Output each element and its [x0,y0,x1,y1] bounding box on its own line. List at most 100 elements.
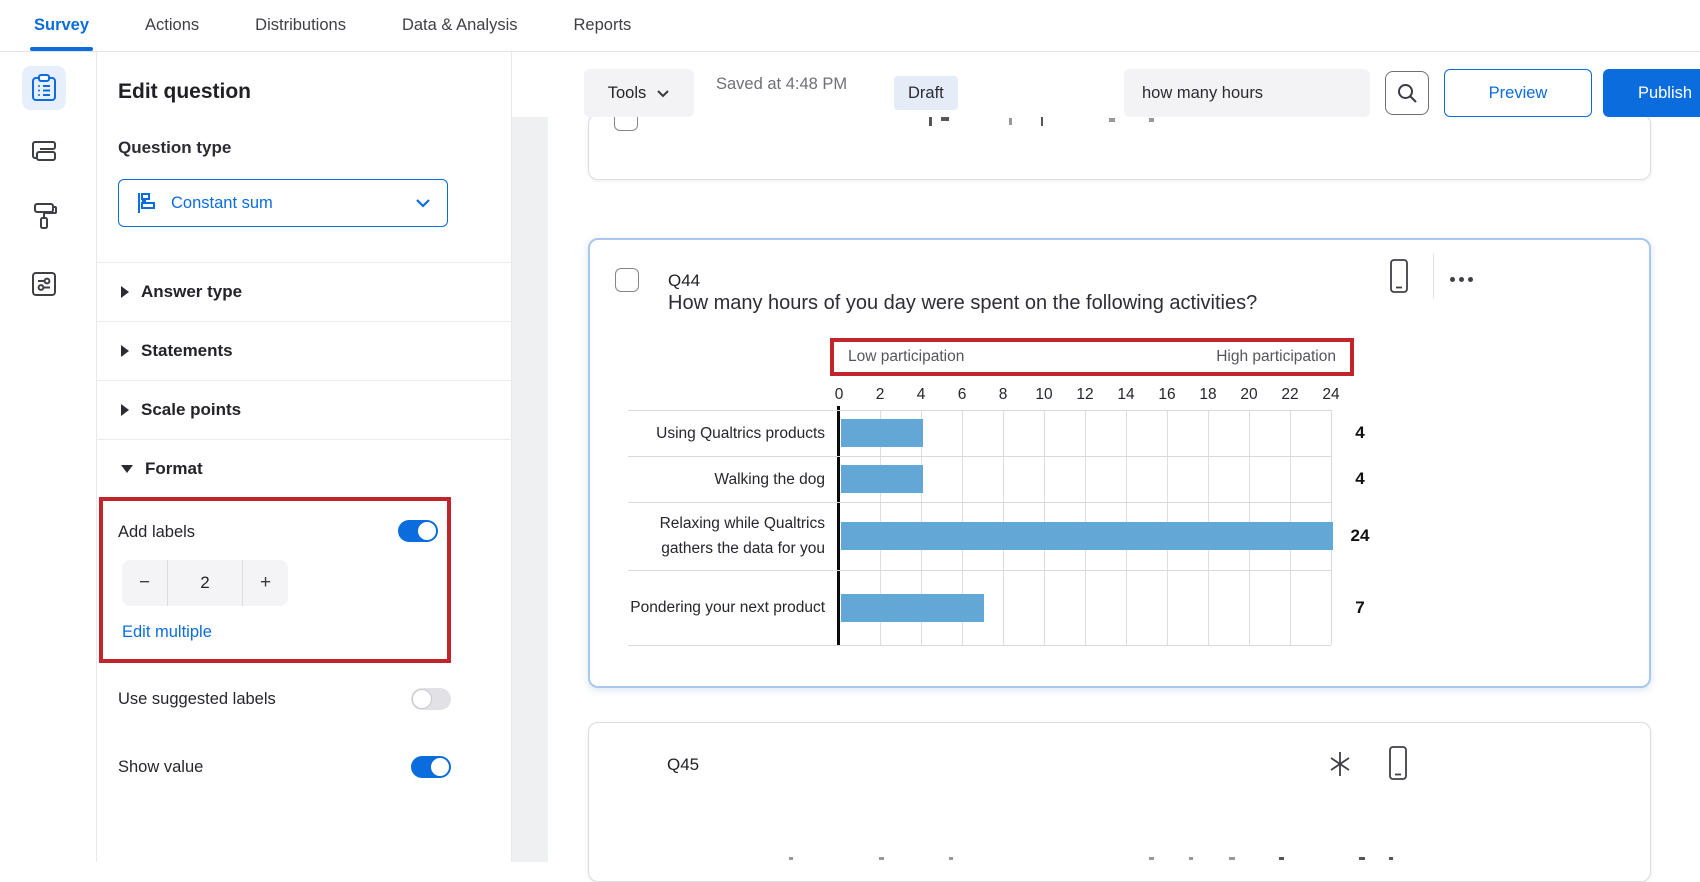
header-divider [1433,254,1434,298]
x-axis-tick: 20 [1232,386,1266,404]
stepper-decrease-button[interactable]: − [122,560,167,606]
chevron-collapsed-icon [121,286,129,298]
chevron-expanded-icon [121,465,133,473]
question-card-partial[interactable] [588,114,1651,180]
annotation-box-format: Add labels − 2 + Edit multiple [99,497,451,663]
x-axis-tick: 2 [863,386,897,404]
edit-multiple-link[interactable]: Edit multiple [122,623,212,642]
rail-survey-flow-button[interactable] [22,130,66,174]
top-nav: Survey Actions Distributions Data & Analysi… [0,0,1700,52]
section-statements[interactable]: Statements [97,321,511,380]
chart-row-label: Pondering your next product [628,570,825,645]
use-suggested-labels-label: Use suggested labels [118,690,276,709]
q44-title: How many hours of you day were spent on … [668,292,1257,315]
stepper-increase-button[interactable]: + [243,560,288,606]
section-label: Answer type [141,282,242,302]
survey-flow-icon [30,139,58,165]
rail-survey-options-button[interactable] [22,262,66,306]
annotation-box-scale-labels: Low participation High participation [830,338,1354,376]
left-icon-rail [0,52,97,862]
rail-survey-builder-button[interactable] [22,66,66,110]
canvas-gutter [512,117,548,862]
chart-bar [841,522,1333,550]
show-value-label: Show value [118,758,203,777]
preview-button[interactable]: Preview [1444,69,1592,117]
mobile-preview-icon[interactable] [1388,258,1410,294]
x-axis-tick: 0 [822,386,856,404]
chevron-collapsed-icon [121,345,129,357]
section-label: Format [145,459,203,479]
survey-canvas: Q44 How many hours of you day were spent… [512,52,1700,862]
x-axis-tick: 8 [986,386,1020,404]
section-format[interactable]: Format [97,439,511,498]
scale-low-label: Low participation [848,348,964,366]
q44-checkbox[interactable] [615,268,639,292]
search-icon [1396,82,1418,104]
add-labels-toggle[interactable] [398,520,438,542]
question-type-value: Constant sum [171,194,415,213]
add-labels-label: Add labels [118,523,195,542]
search-input[interactable] [1124,69,1370,117]
question-card-q44[interactable]: Q44 How many hours of you day were spent… [588,238,1651,688]
tab-data-analysis[interactable]: Data & Analysis [402,0,518,51]
chart-value-label: 4 [1340,456,1380,502]
tab-actions[interactable]: Actions [145,0,199,51]
tools-button-label: Tools [608,84,647,103]
question-type-select[interactable]: Constant sum [118,179,448,227]
row-separator [628,645,1331,646]
question-menu-button[interactable] [1450,277,1473,282]
survey-builder-icon [31,74,57,102]
chart-value-label: 24 [1340,502,1380,570]
chart-row-label: Using Qualtrics products [628,410,825,456]
survey-options-icon [30,270,58,298]
chart-bar [841,594,985,622]
chevron-collapsed-icon [121,404,129,416]
saved-status-text: Saved at 4:48 PM [716,52,847,117]
chevron-down-icon [656,89,670,98]
tab-distributions[interactable]: Distributions [255,0,346,51]
scale-high-label: High participation [1216,348,1336,366]
section-scale-points[interactable]: Scale points [97,380,511,439]
labels-count-stepper: − 2 + [122,560,288,606]
section-answer-type[interactable]: Answer type [97,262,511,321]
x-axis-tick: 24 [1314,386,1348,404]
tab-reports[interactable]: Reports [574,0,632,51]
chart-value-label: 7 [1340,570,1380,645]
chart-bar [841,465,923,493]
look-and-feel-icon [30,201,58,231]
chart-bar [841,419,923,447]
x-axis-tick: 12 [1068,386,1102,404]
section-label: Statements [141,341,233,361]
stepper-value[interactable]: 2 [167,560,243,606]
chart-row-label: Relaxing while Qualtrics gathers the dat… [628,502,825,570]
editor-toolbar: Tools Saved at 4:48 PM Draft Preview Pub… [548,52,1700,117]
tab-survey[interactable]: Survey [34,0,89,51]
x-axis-tick: 18 [1191,386,1225,404]
rail-look-and-feel-button[interactable] [22,194,66,238]
question-type-label: Question type [118,138,231,158]
show-value-toggle[interactable] [411,756,451,778]
publish-button[interactable]: Publish [1603,69,1700,117]
mobile-preview-icon[interactable] [1387,745,1409,781]
draft-status-badge: Draft [894,76,958,110]
question-card-q45[interactable]: Q45 [588,722,1651,882]
x-axis-tick: 10 [1027,386,1061,404]
x-axis-tick: 14 [1109,386,1143,404]
tools-button[interactable]: Tools [584,69,694,117]
chart-row-label: Walking the dog [628,456,825,502]
x-axis-tick: 22 [1273,386,1307,404]
q45-id: Q45 [667,755,699,775]
x-axis-tick: 16 [1150,386,1184,404]
q44-id: Q44 [668,271,700,291]
search-button[interactable] [1385,71,1429,115]
panel-title: Edit question [118,80,251,104]
chevron-down-icon [415,198,431,208]
x-axis-tick: 6 [945,386,979,404]
constant-sum-icon [135,191,159,215]
edit-question-panel: Edit question Question type Constant sum… [97,52,512,862]
section-label: Scale points [141,400,241,420]
use-suggested-labels-toggle[interactable] [411,688,451,710]
chart-value-label: 4 [1340,410,1380,456]
x-axis-tick: 4 [904,386,938,404]
star-icon[interactable] [1327,749,1353,779]
